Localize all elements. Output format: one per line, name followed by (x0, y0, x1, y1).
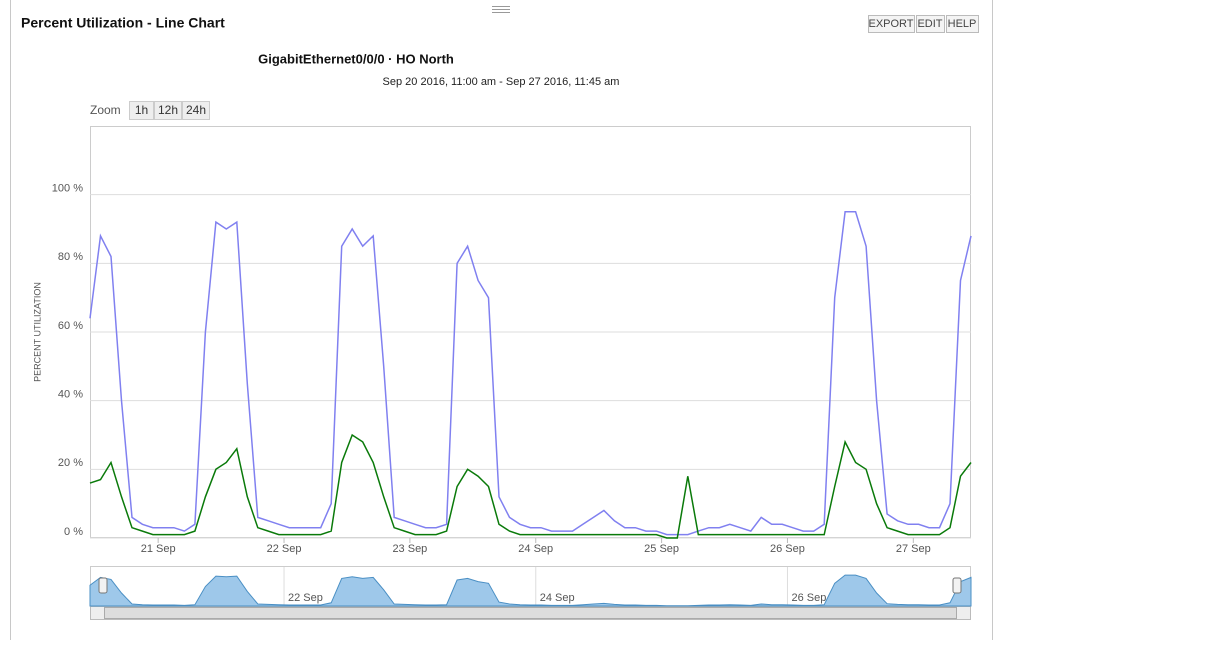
scrollbar-thumb[interactable] (104, 607, 957, 619)
panel-button[interactable] (916, 15, 945, 33)
zoom-button[interactable] (154, 101, 182, 120)
panel-button-label[interactable]: HELP (948, 18, 977, 30)
navigator-handle[interactable] (98, 577, 108, 594)
x-tick-label: 21 Sep (141, 543, 176, 555)
panel-button-label[interactable]: EDIT (917, 18, 942, 30)
zoom-label: Zoom (90, 103, 121, 117)
panel-button[interactable] (946, 15, 979, 33)
navigator-tick-label: 24 Sep (540, 592, 575, 604)
y-axis-label: PERCENT UTILIZATION (32, 282, 42, 382)
x-tick-label: 26 Sep (770, 543, 805, 555)
navigator-area (89, 574, 972, 607)
zoom-button[interactable] (182, 101, 210, 120)
drag-handle[interactable] (492, 6, 510, 13)
zoom-button-label[interactable]: 12h (158, 103, 178, 117)
zoom-button-label[interactable]: 1h (135, 103, 148, 117)
x-tick-label: 24 Sep (518, 543, 553, 555)
x-tick-label: 23 Sep (392, 543, 427, 555)
navigator-handle[interactable] (952, 577, 962, 594)
series-line (89, 211, 972, 536)
x-tick-label: 27 Sep (896, 543, 931, 555)
y-tick-label: 40 % (58, 389, 83, 401)
panel-title: Percent Utilization - Line Chart (21, 15, 225, 31)
chart-subtitle: Sep 20 2016, 11:00 am - Sep 27 2016, 11:… (383, 76, 620, 88)
zoom-button[interactable] (129, 101, 154, 120)
navigator-tick-label: 26 Sep (791, 592, 826, 604)
chart-title: GigabitEthernet0/0/0 · HO North (258, 51, 454, 66)
y-tick-label: 80 % (58, 251, 83, 263)
zoom-button-label[interactable]: 24h (186, 103, 206, 117)
y-tick-label: 60 % (58, 320, 83, 332)
x-tick-label: 25 Sep (644, 543, 679, 555)
x-tick-label: 22 Sep (267, 543, 302, 555)
y-tick-label: 20 % (58, 457, 83, 469)
series-line (89, 433, 972, 539)
panel-button-label[interactable]: EXPORT (868, 18, 913, 30)
panel-button[interactable] (868, 15, 915, 33)
navigator-tick-label: 22 Sep (288, 592, 323, 604)
y-tick-label: 100 % (52, 183, 83, 195)
y-tick-label: 0 % (64, 526, 83, 538)
